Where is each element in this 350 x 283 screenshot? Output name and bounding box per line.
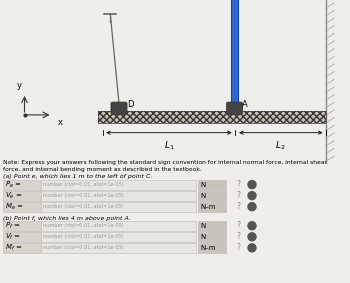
- Text: $M_f$ =: $M_f$ =: [5, 243, 22, 253]
- FancyBboxPatch shape: [41, 180, 196, 190]
- Text: $V_f$ =: $V_f$ =: [5, 232, 21, 242]
- Text: number (rtol=0.01, atol=1e-05): number (rtol=0.01, atol=1e-05): [43, 204, 124, 209]
- FancyBboxPatch shape: [41, 221, 196, 231]
- Text: (a) Point e, which lies 1 m to the left of point C.: (a) Point e, which lies 1 m to the left …: [3, 173, 152, 179]
- Text: ?: ?: [236, 180, 240, 189]
- Text: A: A: [242, 100, 248, 109]
- FancyBboxPatch shape: [198, 221, 226, 231]
- FancyBboxPatch shape: [41, 191, 196, 201]
- Text: ?: ?: [236, 232, 240, 241]
- FancyBboxPatch shape: [111, 102, 127, 114]
- Circle shape: [248, 181, 256, 188]
- Text: Note: Express your answers following the standard sign convention for internal n: Note: Express your answers following the…: [3, 160, 327, 166]
- Text: $V_e$ =: $V_e$ =: [5, 190, 22, 201]
- Text: x: x: [58, 118, 63, 127]
- Text: y: y: [17, 81, 22, 90]
- Text: ?: ?: [236, 202, 240, 211]
- Circle shape: [248, 244, 256, 252]
- Circle shape: [248, 203, 256, 211]
- Circle shape: [248, 192, 256, 200]
- Text: $M_e$ =: $M_e$ =: [5, 201, 23, 212]
- FancyBboxPatch shape: [226, 102, 243, 114]
- Text: $L_2$: $L_2$: [275, 140, 285, 152]
- FancyBboxPatch shape: [3, 232, 41, 242]
- FancyBboxPatch shape: [41, 202, 196, 212]
- Text: number (rtol=0.01, atol=1e-05): number (rtol=0.01, atol=1e-05): [43, 223, 124, 228]
- Text: N: N: [200, 234, 205, 240]
- FancyBboxPatch shape: [198, 232, 226, 242]
- Text: force, and internal bending moment as described in the textbook.: force, and internal bending moment as de…: [3, 166, 202, 171]
- FancyBboxPatch shape: [3, 221, 41, 231]
- Text: number (rtol=0.01, atol=1e-05): number (rtol=0.01, atol=1e-05): [43, 234, 124, 239]
- Text: $P_e$ =: $P_e$ =: [5, 179, 22, 190]
- FancyBboxPatch shape: [198, 180, 226, 190]
- Text: N–m: N–m: [200, 204, 216, 210]
- Text: N: N: [200, 223, 205, 229]
- Text: $L_1$: $L_1$: [163, 140, 174, 152]
- Text: D: D: [127, 100, 133, 109]
- Bar: [231, 0, 238, 103]
- FancyBboxPatch shape: [41, 232, 196, 242]
- Text: ?: ?: [236, 191, 240, 200]
- FancyBboxPatch shape: [198, 191, 226, 201]
- Text: number (rtol=0.01, atol=1e-05): number (rtol=0.01, atol=1e-05): [43, 193, 124, 198]
- FancyBboxPatch shape: [3, 191, 41, 201]
- Text: (b) Point f, which lies 4 m above point A.: (b) Point f, which lies 4 m above point …: [3, 216, 131, 221]
- Bar: [98, 111, 326, 123]
- FancyBboxPatch shape: [198, 243, 226, 253]
- FancyBboxPatch shape: [198, 202, 226, 212]
- FancyBboxPatch shape: [3, 243, 41, 253]
- Bar: [98, 111, 326, 123]
- FancyBboxPatch shape: [3, 202, 41, 212]
- Text: N: N: [200, 182, 205, 188]
- Text: N: N: [200, 193, 205, 199]
- Text: N–m: N–m: [200, 245, 216, 251]
- Circle shape: [248, 222, 256, 230]
- FancyBboxPatch shape: [3, 180, 41, 190]
- FancyBboxPatch shape: [41, 243, 196, 253]
- Text: $P_f$ =: $P_f$ =: [5, 221, 21, 231]
- Text: number (rtol=0.01, atol=1e-05): number (rtol=0.01, atol=1e-05): [43, 245, 124, 250]
- Text: ?: ?: [236, 221, 240, 230]
- Circle shape: [248, 233, 256, 241]
- Text: number (rtol=0.01, atol=1e-05): number (rtol=0.01, atol=1e-05): [43, 182, 124, 187]
- Text: ?: ?: [236, 243, 240, 252]
